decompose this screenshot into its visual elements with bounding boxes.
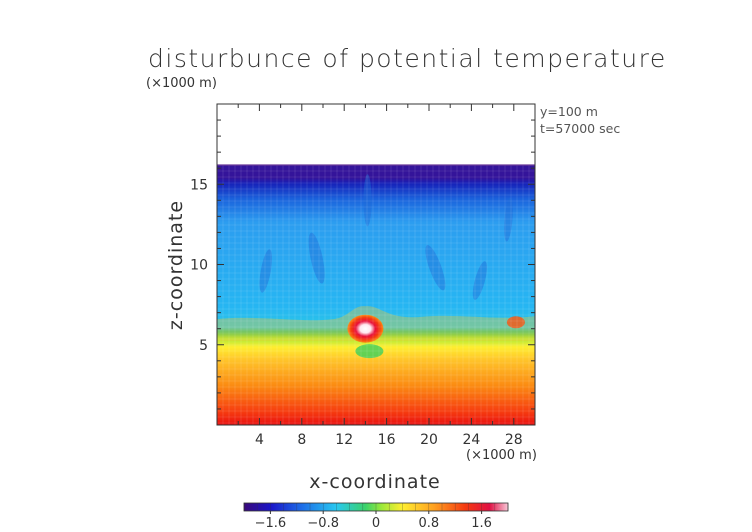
cold-streak-4 — [472, 261, 487, 300]
annotation-y-position: y=100 m — [540, 104, 598, 119]
cold-streak-2 — [363, 174, 372, 227]
z-axis-unit: (×1000 m) — [146, 76, 217, 91]
x-tick-label: 20 — [420, 432, 438, 448]
cold-streak-0 — [259, 249, 272, 293]
warm-bubble — [347, 314, 384, 343]
y-tick-label: 10 — [190, 258, 208, 274]
cold-streak-1 — [308, 232, 325, 284]
colorbar: −1.6 −0.8 0 0.8 1.6 — [243, 502, 509, 531]
field-gradient — [217, 164, 535, 425]
y-tick-label: 15 — [190, 177, 208, 193]
colorbar-tick-label: 1.6 — [471, 516, 492, 531]
colorbar-tick-label: 0 — [372, 516, 380, 531]
cold-streak-5 — [504, 197, 513, 242]
right-warm-patch — [506, 316, 525, 329]
annotation-time: t=57000 sec — [540, 121, 621, 136]
x-tick-label: 8 — [297, 432, 306, 448]
x-axis-unit: (×1000 m) — [466, 448, 537, 463]
plot-area — [217, 164, 535, 425]
x-tick-label: 28 — [505, 432, 523, 448]
x-tick-label: 12 — [335, 432, 353, 448]
colorbar-tick-label: 0.8 — [418, 516, 439, 531]
y-tick-label: 5 — [199, 338, 208, 354]
x-axis-label: x-coordinate — [309, 471, 441, 493]
chart-title: disturbunce of potential temperature — [148, 44, 667, 73]
cold-streak-3 — [425, 245, 446, 291]
x-tick-label: 24 — [462, 432, 480, 448]
field-group — [217, 164, 535, 425]
green-dip — [355, 344, 384, 359]
x-tick-label: 16 — [378, 432, 396, 448]
axes: 4 8 12 16 20 24 28 5 10 15 — [190, 103, 536, 448]
x-tick-label: 4 — [255, 432, 264, 448]
colorbar-tick-label: −0.8 — [307, 516, 339, 531]
colorbar-tick-label: −1.6 — [255, 516, 287, 531]
